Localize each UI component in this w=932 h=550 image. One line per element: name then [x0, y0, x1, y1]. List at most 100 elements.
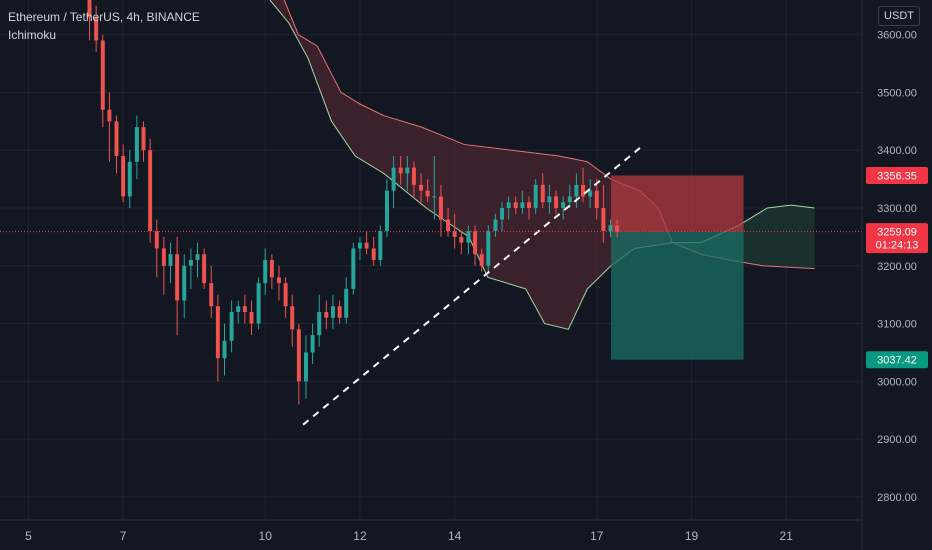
candle-body [506, 202, 511, 208]
candle-body [588, 190, 593, 197]
candle-body [594, 190, 599, 208]
y-tick-label: 2900.00 [877, 434, 917, 446]
candle-body [378, 231, 383, 260]
y-tick-label: 2800.00 [877, 492, 917, 504]
candle-body [520, 202, 525, 208]
candle-body [500, 208, 505, 220]
candle-body [296, 329, 301, 382]
candle-body [249, 312, 254, 324]
candle-body [446, 219, 451, 232]
candle-body [344, 288, 349, 318]
candle-body [256, 283, 261, 324]
candle-body [554, 196, 559, 208]
y-tick-label: 3500.00 [877, 87, 917, 99]
candle-body [432, 196, 437, 198]
candle-body [263, 260, 268, 284]
candle-body [100, 40, 105, 110]
candle-body [141, 127, 146, 151]
price-label-text: 3259.09 [877, 227, 917, 239]
candle-body [533, 184, 538, 208]
currency-button[interactable]: USDT [878, 6, 920, 26]
candle-body [276, 277, 281, 284]
candle-body [493, 219, 498, 232]
candle-body [337, 306, 342, 318]
price-label-box [866, 223, 928, 254]
x-tick-label: 5 [25, 529, 32, 543]
candle-body [561, 202, 566, 208]
candle-body [195, 254, 200, 260]
x-tick-label: 7 [120, 529, 127, 543]
candle-body [209, 283, 214, 307]
y-tick-label: 3200.00 [877, 261, 917, 273]
candle-body [188, 260, 193, 266]
position-zones [610, 175, 744, 360]
take-profit-zone [610, 231, 744, 360]
candle-body [438, 196, 443, 220]
candle-body [391, 167, 396, 191]
candle-body [567, 196, 572, 203]
candle-body [269, 260, 274, 278]
indicator-label[interactable]: Ichimoku [8, 28, 57, 42]
candles [87, 0, 620, 405]
candle-body [371, 248, 376, 260]
candle-body [121, 156, 126, 197]
candle-body [615, 225, 620, 232]
candle-body [175, 254, 180, 301]
y-tick-label: 3100.00 [877, 319, 917, 331]
candle-body [540, 184, 545, 203]
candle-body [466, 231, 471, 243]
candle-body [283, 283, 288, 307]
x-tick-label: 10 [259, 529, 273, 543]
candle-body [601, 208, 606, 232]
stop-loss-zone [610, 175, 744, 232]
candle-body [303, 352, 308, 382]
candle-body [134, 127, 139, 162]
candle-body [405, 167, 410, 174]
candle-body [452, 231, 457, 237]
x-tick-label: 21 [780, 529, 794, 543]
candle-body [114, 121, 119, 156]
candle-body [398, 167, 403, 174]
candle-body [154, 231, 159, 249]
y-tick-label: 3600.00 [877, 30, 917, 42]
candle-body [317, 312, 322, 336]
candle-body [94, 17, 99, 41]
candle-body [581, 184, 586, 197]
price-label-text: 3037.42 [877, 355, 917, 367]
candle-body [411, 167, 416, 185]
candle-body [473, 231, 478, 255]
candle-body [364, 242, 369, 249]
candle-body [161, 248, 166, 266]
candle-body [168, 254, 173, 266]
x-tick-label: 14 [448, 529, 462, 543]
symbol-title: Ethereum / TetherUS, 4h, BINANCE [8, 10, 200, 24]
candle-body [527, 202, 532, 208]
candle-body [290, 306, 295, 330]
candle-body [384, 190, 389, 232]
candle-body [148, 150, 153, 232]
candle-body [459, 236, 464, 243]
candle-body [425, 190, 430, 197]
cloud-bearish [269, 0, 673, 330]
candle-body [215, 306, 220, 359]
candle-body [310, 335, 315, 353]
candle-body [242, 306, 247, 312]
candle-body [107, 109, 112, 122]
candle-body [324, 312, 329, 318]
candle-body [182, 265, 187, 301]
candle-body [127, 161, 132, 197]
candle-body [479, 254, 484, 266]
price-label-box [866, 166, 928, 184]
x-tick-label: 17 [590, 529, 604, 543]
candle-body [87, 0, 92, 18]
candle-body [351, 248, 356, 289]
candle-body [330, 306, 335, 318]
price-label-text: 3356.35 [877, 170, 917, 182]
candle-body [486, 231, 491, 266]
y-tick-label: 3400.00 [877, 145, 917, 157]
candle-body [236, 306, 241, 312]
overlay [0, 143, 862, 426]
